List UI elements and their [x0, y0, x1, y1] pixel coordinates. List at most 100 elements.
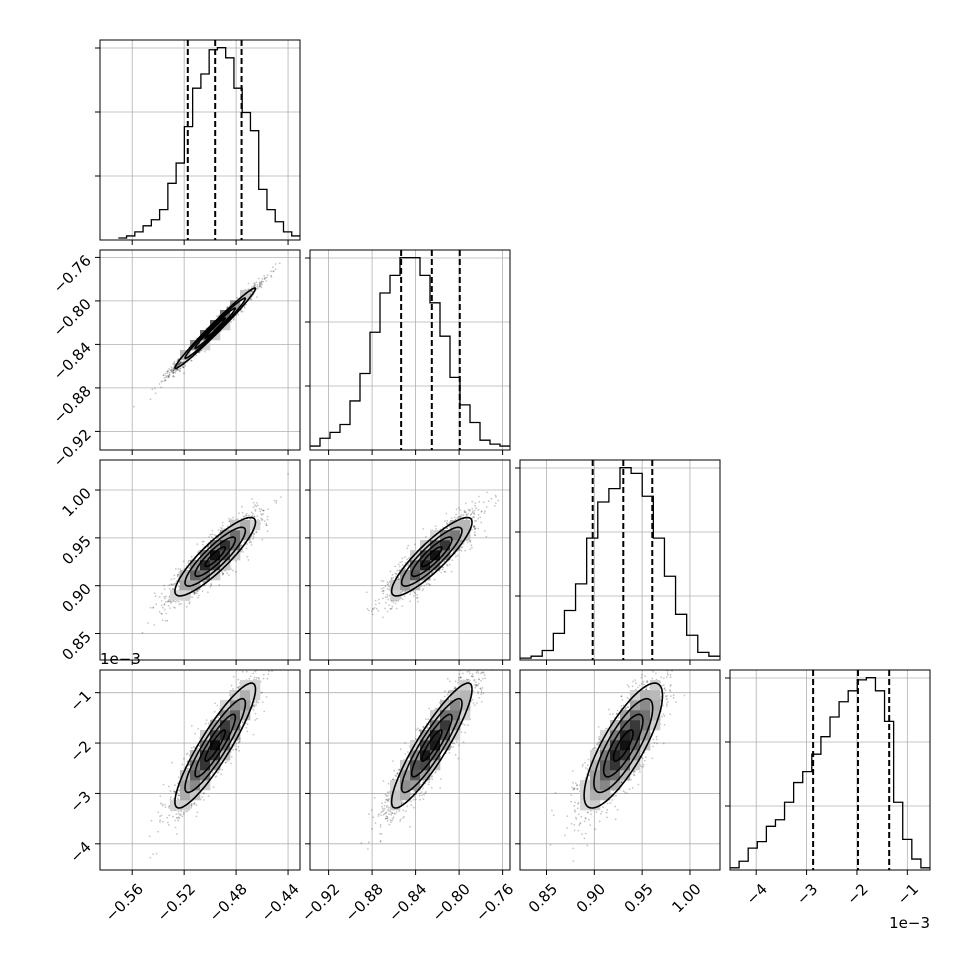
scatter-point: [178, 571, 181, 573]
scatter-point: [153, 592, 156, 594]
scatter-point: [480, 689, 483, 691]
scatter-point: [398, 769, 401, 772]
scatter-point: [428, 781, 431, 783]
scatter-point: [381, 805, 383, 808]
density-cell: [440, 700, 451, 711]
scatter-point: [164, 803, 167, 806]
scatter-point: [394, 602, 397, 605]
scatter-point: [631, 787, 634, 789]
scatter-point: [446, 563, 448, 566]
scatter-point: [572, 781, 574, 784]
contour-3-2-3: [583, 682, 664, 809]
scatter-point: [377, 598, 380, 601]
scatter-point: [257, 277, 260, 280]
scatter-point: [457, 682, 459, 684]
scatter-point: [632, 680, 634, 683]
scatter-point: [611, 799, 614, 801]
density-cell: [170, 590, 181, 601]
scatter-point: [474, 528, 476, 530]
scatter-point: [260, 280, 263, 283]
density-cell: [190, 790, 201, 801]
scatter-point: [638, 684, 641, 687]
scatter-point: [391, 605, 394, 608]
scatter-point: [179, 602, 182, 605]
scatter-point: [178, 363, 181, 366]
scatter-point: [230, 568, 232, 570]
scatter-point: [256, 717, 258, 720]
scatter-point: [186, 810, 189, 812]
scatter-point: [434, 772, 437, 774]
scatter-point: [403, 815, 405, 818]
scatter-point: [169, 607, 171, 609]
scatter-point: [225, 761, 227, 764]
scatter-point: [245, 303, 248, 306]
scatter-point: [159, 821, 161, 823]
scatter-point: [564, 834, 566, 837]
scatter-point: [167, 376, 170, 378]
scatter-point: [247, 282, 250, 285]
scatter-point: [231, 569, 234, 572]
scatter-point: [631, 685, 634, 688]
scatter-point: [448, 690, 450, 692]
scatter-point: [228, 517, 231, 520]
scatter-point: [160, 592, 163, 595]
scatter-point: [404, 568, 406, 570]
scatter-point: [448, 563, 451, 566]
contour-1-0-0: [203, 317, 227, 339]
scatter-point: [174, 363, 176, 365]
scatter-point: [484, 510, 486, 513]
scatter-point: [230, 320, 233, 323]
scatter-point: [386, 588, 389, 590]
density-cell: [620, 760, 631, 771]
scatter-point: [253, 516, 256, 518]
scatter-point: [261, 519, 263, 522]
scatter-point: [474, 502, 477, 504]
scatter-point: [198, 351, 201, 354]
scatter-point: [263, 710, 266, 713]
scatter-point: [178, 369, 181, 372]
scatter-point: [203, 799, 205, 801]
scatter-point: [180, 362, 182, 365]
scatter-point: [177, 574, 179, 576]
scatter-point: [598, 737, 600, 740]
contour-2-0-2: [184, 526, 247, 587]
scatter-point: [251, 290, 254, 293]
scatter-point: [190, 359, 193, 362]
scatter-point: [586, 844, 589, 847]
scatter-point: [622, 704, 625, 707]
scatter-point: [212, 786, 215, 789]
scatter-point: [422, 726, 425, 728]
scatter-point: [446, 527, 449, 530]
scatter-point: [252, 708, 255, 711]
scatter-point: [473, 704, 476, 706]
scatter-point: [388, 791, 391, 793]
scatter-point: [197, 747, 200, 750]
scatter-point: [598, 738, 601, 741]
scatter-point: [191, 596, 194, 599]
scatter-point: [252, 535, 255, 538]
scatter-point: [168, 368, 171, 370]
scatter-point: [159, 802, 162, 805]
scatter-point: [155, 603, 158, 606]
scatter-point: [197, 728, 200, 730]
pair-panel-2-1: [305, 459, 511, 665]
scatter-point: [185, 753, 188, 755]
density-cell: [440, 730, 451, 741]
scatter-point: [226, 525, 229, 528]
scatter-point: [474, 686, 476, 689]
scatter-point: [672, 697, 675, 699]
scatter-point: [182, 811, 185, 814]
scatter-point: [439, 787, 442, 789]
scatter-point: [434, 707, 437, 710]
scatter-point: [574, 801, 576, 804]
scatter-point: [178, 585, 181, 588]
density-cell: [420, 540, 431, 551]
scatter-point: [412, 806, 415, 809]
scatter-point: [483, 530, 486, 532]
scatter-point: [172, 583, 175, 586]
scatter-point: [573, 787, 576, 789]
scatter-point: [161, 613, 163, 615]
scatter-point: [210, 583, 213, 585]
density-cell: [450, 520, 461, 531]
scatter-point: [177, 369, 180, 371]
